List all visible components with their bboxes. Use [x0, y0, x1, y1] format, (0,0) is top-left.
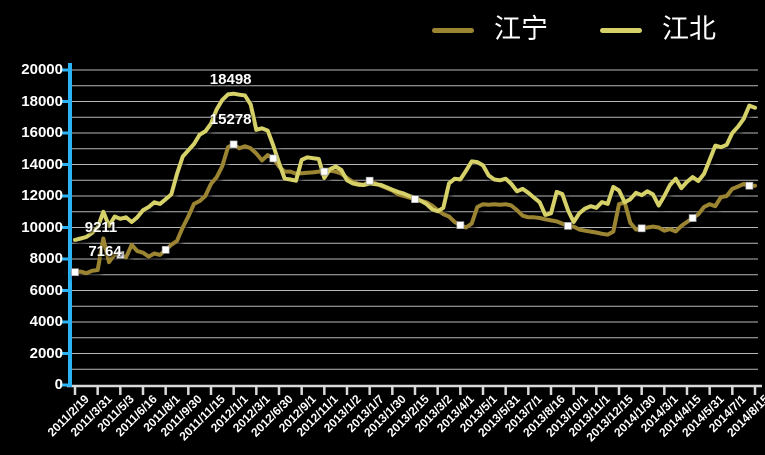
series-marker-江宁: [456, 221, 465, 229]
series-marker-江宁: [564, 222, 572, 230]
series-marker-江宁: [320, 167, 329, 176]
y-axis-label: 20000: [21, 61, 63, 78]
y-axis-label: 10000: [21, 218, 63, 236]
series-group: [71, 91, 757, 277]
legend-label-jiangning: 江宁: [494, 14, 548, 45]
y-axis-label: 18000: [21, 92, 63, 110]
y-axis-label: 6000: [29, 281, 63, 299]
y-axis-label: 4000: [29, 313, 63, 330]
series-marker-江宁: [637, 224, 646, 233]
data-label-9211: 9211: [84, 218, 118, 236]
series-marker-江宁: [411, 195, 419, 203]
data-label-15278: 15278: [209, 111, 252, 129]
y-axis-label: 12000: [21, 187, 63, 204]
legend-label-jiangbei: 江北: [662, 14, 716, 45]
series-marker-江宁: [688, 214, 697, 222]
jiangbei-line-swatch-icon: [600, 27, 642, 33]
legend-item-jiangning: 江宁: [432, 14, 548, 46]
y-axis-label: 2000: [29, 344, 63, 362]
series-line-江宁: [73, 142, 757, 276]
data-label-7164: 7164: [88, 243, 122, 261]
jiangning-line-swatch-icon: [432, 27, 474, 33]
legend-item-jiangbei: 江北: [600, 14, 716, 46]
series-marker-江宁: [365, 176, 374, 185]
series-marker-江宁: [161, 246, 170, 254]
y-axis-label: 8000: [29, 250, 63, 267]
series-marker-江宁: [269, 154, 278, 163]
series-line-江北: [73, 91, 757, 242]
chart-legend: 江宁 江北: [432, 14, 716, 46]
series-marker-江宁: [745, 181, 754, 190]
series-marker-江宁: [71, 268, 79, 277]
series-marker-江宁: [229, 140, 238, 149]
y-axis-label: 14000: [21, 155, 63, 173]
y-axis-label: 0: [54, 376, 63, 393]
data-label-18498: 18498: [209, 70, 252, 88]
y-axis-label: 16000: [21, 124, 63, 141]
series-marker-江宁: [116, 251, 125, 259]
